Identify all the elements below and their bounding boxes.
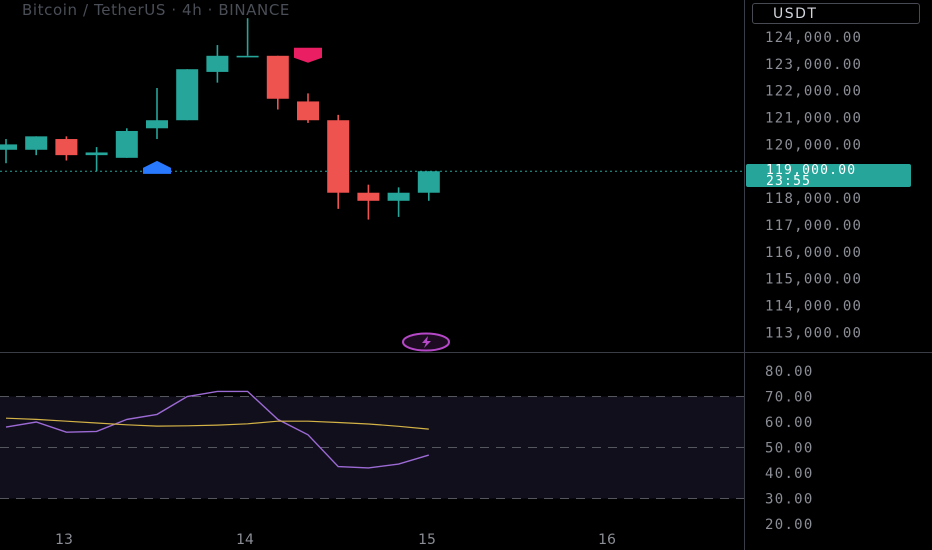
last-price-value: 119,000.00 [766, 163, 857, 178]
time-tick-label: 13 [55, 532, 73, 548]
price-tick-label: 123,000.00 [765, 57, 862, 73]
candle [146, 88, 168, 140]
candle [115, 128, 138, 158]
candle [206, 45, 229, 83]
price-tick-label: 118,000.00 [765, 191, 862, 207]
rsi-tick-label: 20.00 [765, 517, 814, 533]
candle-body [55, 139, 78, 156]
candle-body [327, 120, 350, 193]
candle-body [25, 136, 48, 150]
candle [387, 187, 410, 217]
rsi-tick-label: 50.00 [765, 441, 814, 457]
last-price-tag: 119,000.00 23:55 [746, 163, 911, 189]
candle-body [0, 144, 17, 150]
candle-body [146, 120, 168, 129]
price-tick-label: 114,000.00 [765, 299, 862, 315]
price-tick-label: 113,000.00 [765, 325, 862, 341]
time-tick-label: 15 [418, 532, 436, 548]
candle-body [85, 152, 108, 156]
time-tick-label: 16 [598, 532, 616, 548]
candle-body [236, 55, 259, 58]
price-tick-label: 124,000.00 [765, 30, 862, 46]
rsi-tick-label: 40.00 [765, 466, 814, 482]
candle-body [297, 101, 319, 121]
candle-body [176, 69, 199, 121]
candle [236, 18, 259, 58]
sell-signal-marker [294, 47, 322, 63]
candle [55, 136, 78, 161]
rsi-tick-label: 30.00 [765, 492, 814, 508]
price-tick-label: 117,000.00 [765, 218, 862, 234]
price-tick-label: 116,000.00 [765, 245, 862, 261]
candle [357, 184, 380, 220]
candle-body [417, 171, 440, 193]
price-tick-label: 115,000.00 [765, 272, 862, 288]
candle-body [115, 130, 138, 158]
rsi-line [5, 390, 429, 469]
rsi-tick-label: 60.00 [765, 415, 814, 431]
candle [176, 69, 199, 121]
price-tick-label: 122,000.00 [765, 84, 862, 100]
candle-body [387, 192, 410, 201]
rsi-ma-line [5, 417, 429, 430]
lightning-bolt [422, 336, 431, 348]
candle [0, 139, 17, 164]
lightning-icon [402, 332, 450, 352]
price-tick-label: 120,000.00 [765, 137, 862, 153]
time-tick-label: 14 [236, 532, 254, 548]
candle [85, 147, 108, 172]
candle-body [206, 55, 229, 72]
symbol-title[interactable]: Bitcoin / TetherUS · 4h · BINANCE [22, 1, 290, 19]
candle [297, 93, 319, 123]
candle [25, 136, 48, 156]
buy-signal-marker [143, 160, 171, 174]
candle [327, 114, 350, 209]
rsi-tick-label: 70.00 [765, 390, 814, 406]
rsi-tick-label: 80.00 [765, 364, 814, 380]
candle [417, 171, 440, 201]
price-tick-label: 121,000.00 [765, 111, 862, 127]
candle-body [266, 55, 289, 99]
currency-unit-button[interactable]: USDT [752, 3, 920, 24]
bar-countdown: 23:55 [766, 174, 812, 189]
candle [266, 55, 289, 110]
candle-body [357, 192, 380, 201]
